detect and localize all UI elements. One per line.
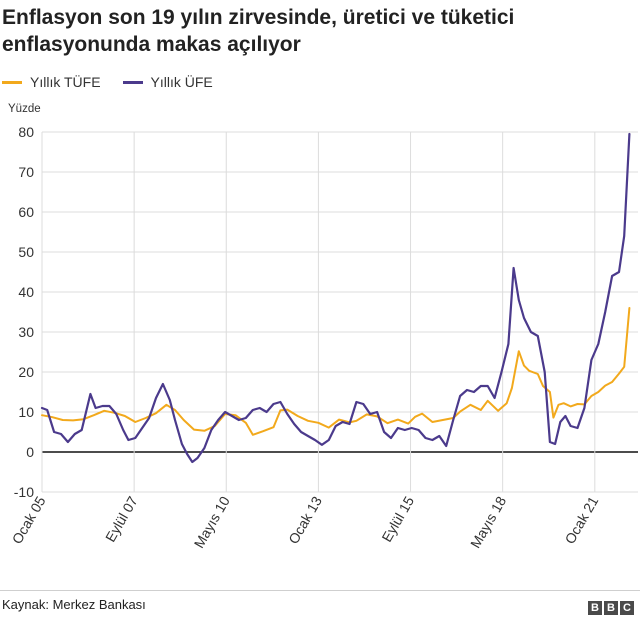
- y-tick-label: 80: [18, 124, 34, 140]
- x-tick-label: Eylül 15: [378, 493, 417, 544]
- x-tick-label: Ocak 05: [9, 493, 49, 546]
- y-tick-label: 10: [18, 404, 34, 420]
- y-tick-label: 70: [18, 164, 34, 180]
- chart-title: Enflasyon son 19 yılın zirvesinde, üreti…: [2, 6, 515, 56]
- line-chart: -10 0 10 20 30 40 50 60 70 80 Ocak 05 Eylül 07 Mayıs…: [9, 124, 638, 551]
- y-tick-label: 0: [26, 444, 34, 460]
- legend-item-ufe: Yıllık ÜFE: [122, 74, 213, 90]
- y-tick-label: 30: [18, 324, 34, 340]
- y-tick-label: -10: [14, 484, 34, 500]
- y-tick-label: 20: [18, 364, 34, 380]
- footer-divider: [0, 590, 640, 591]
- series-line-ufe: [40, 132, 631, 464]
- legend-label-tufe: Yıllık TÜFE: [30, 74, 101, 90]
- x-tick-label: Mayıs 10: [191, 493, 233, 550]
- legend-swatch-tufe: [2, 80, 22, 84]
- series-line-tufe: [41, 307, 631, 436]
- x-tick-label: Mayıs 18: [467, 493, 509, 550]
- x-tick-label: Ocak 21: [561, 493, 601, 546]
- legend-item-tufe: Yıllık TÜFE: [2, 74, 101, 90]
- x-tick-label: Ocak 13: [285, 493, 325, 546]
- bbc-logo: B B C: [588, 601, 634, 615]
- legend-swatch-ufe: [122, 80, 143, 84]
- bbc-logo-letter: C: [620, 601, 634, 615]
- source-note: Kaynak: Merkez Bankası: [2, 597, 146, 612]
- y-tick-label: 40: [18, 284, 34, 300]
- bbc-logo-letter: B: [604, 601, 618, 615]
- legend-label-ufe: Yıllık ÜFE: [150, 74, 213, 90]
- y-tick-label: 50: [18, 244, 34, 260]
- y-axis-label: Yüzde: [8, 103, 41, 115]
- bbc-logo-letter: B: [588, 601, 602, 615]
- legend: Yıllık TÜFE Yıllık ÜFE: [2, 72, 235, 92]
- y-tick-label: 60: [18, 204, 34, 220]
- x-tick-label: Eylül 07: [102, 493, 141, 544]
